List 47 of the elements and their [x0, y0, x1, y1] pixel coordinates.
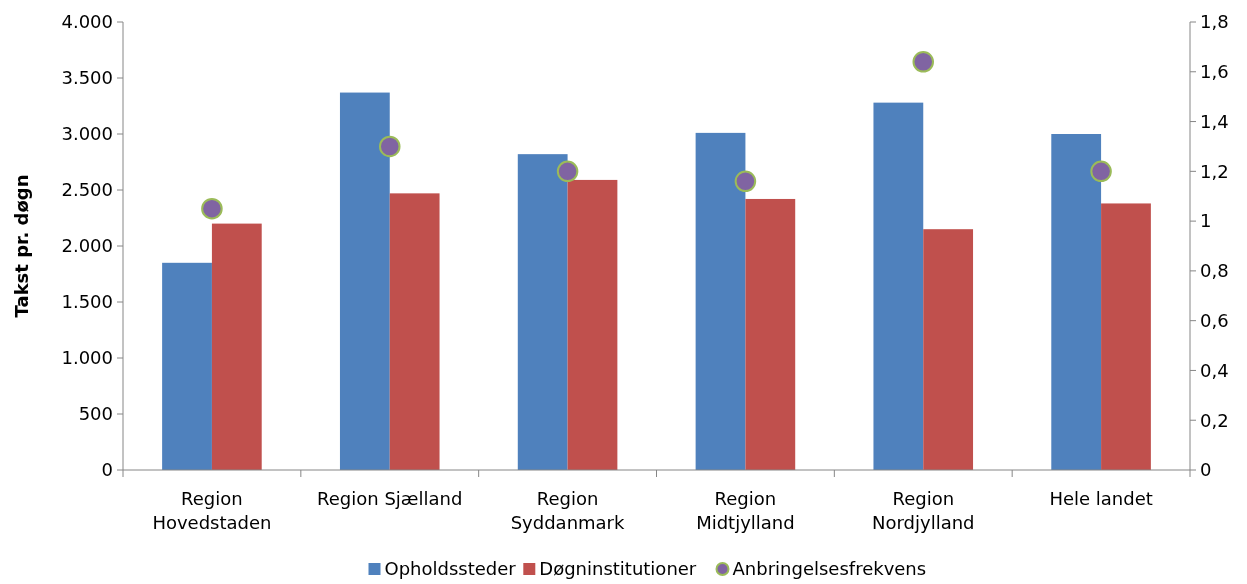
point: [201, 197, 223, 220]
bar: [923, 229, 974, 470]
y-tick-label: 2.500: [61, 179, 113, 201]
point: [1090, 160, 1112, 183]
y2-tick-label: 1,8: [1200, 11, 1229, 33]
y2-tick-label: 0: [1200, 459, 1212, 481]
y2-tick-label: 0,8: [1200, 260, 1229, 282]
bar: [339, 92, 390, 470]
bar: [567, 179, 618, 470]
x-tick-label: Region Syddanmark: [510, 488, 626, 533]
legend-label: Anbringelsesfrekvens: [732, 558, 927, 579]
y2-tick-label: 1,6: [1200, 61, 1229, 83]
y2-tick-label: 0,2: [1200, 409, 1229, 431]
y2-tick-label: 0,6: [1200, 309, 1229, 331]
y-axis-title: Takst pr. døgn: [11, 174, 32, 318]
bar: [745, 198, 796, 470]
y-tick-label: 3.000: [61, 123, 113, 145]
y-tick-label: 500: [78, 403, 113, 425]
x-tick-label: Region Sjælland: [317, 488, 463, 509]
x-tick-label: Region Nordjylland: [871, 488, 975, 533]
bar: [695, 132, 746, 470]
y2-tick-label: 1,2: [1200, 160, 1229, 182]
y-tick-label: 2.000: [61, 235, 113, 257]
x-tick-label: Region Midtjylland: [696, 488, 795, 533]
y2-tick-label: 1,4: [1200, 110, 1229, 132]
bar: [389, 193, 440, 470]
bar: [1051, 134, 1102, 470]
y-tick-label: 1.000: [61, 347, 113, 369]
bar: [211, 223, 262, 470]
point: [378, 135, 401, 158]
y-tick-label: 1.500: [61, 291, 113, 313]
legend-label: Døgninstitutioner: [539, 558, 697, 579]
y-tick-label: 4.000: [61, 11, 113, 33]
x-tick-label: Hele landet: [1049, 488, 1153, 509]
point: [734, 170, 757, 193]
x-tick-label: Region Hovedstaden: [152, 488, 272, 533]
y2-tick-label: 1: [1200, 210, 1212, 232]
y2-tick-label: 0,4: [1200, 359, 1229, 381]
legend-label: Opholdssteder: [384, 558, 517, 579]
point: [556, 160, 579, 183]
bar: [1101, 203, 1151, 470]
y-tick-label: 3.500: [61, 67, 113, 89]
bar: [162, 262, 212, 470]
point: [912, 51, 935, 73]
bar: [517, 154, 568, 470]
y-tick-label: 0: [101, 459, 113, 481]
bar: [873, 102, 924, 470]
